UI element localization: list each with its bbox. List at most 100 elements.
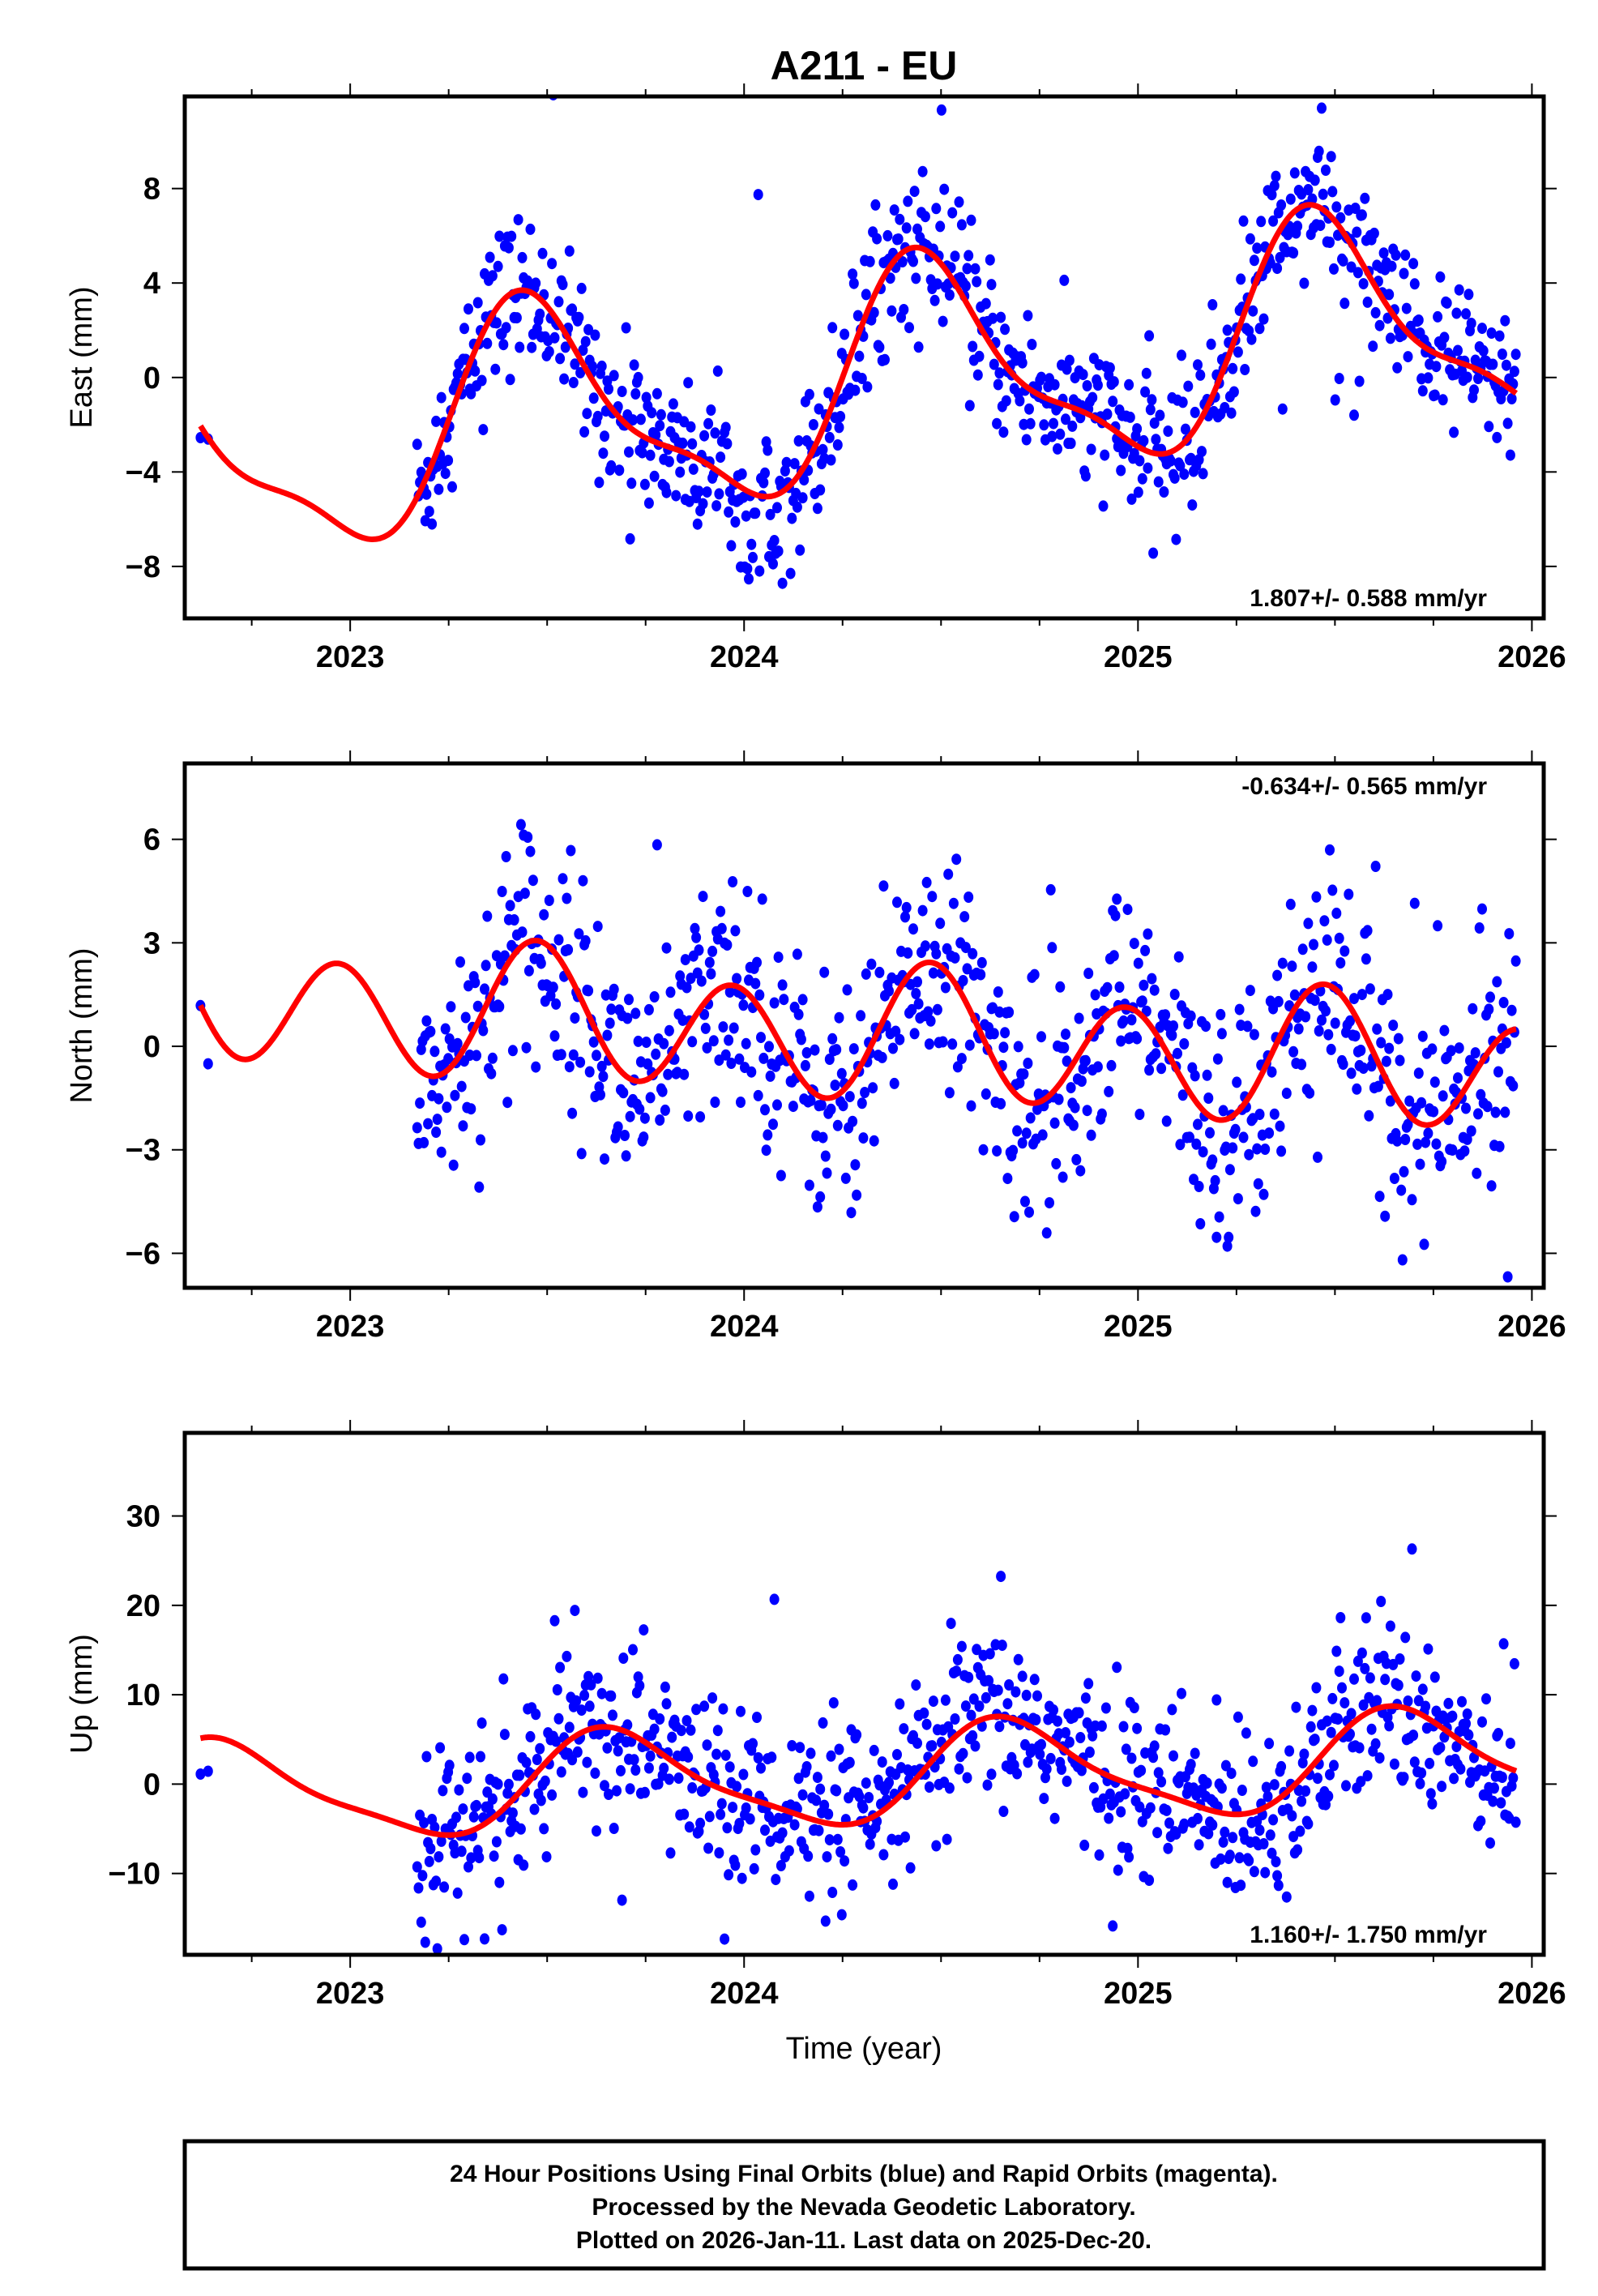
data-point bbox=[1263, 1790, 1273, 1802]
data-point bbox=[1315, 220, 1326, 232]
data-point bbox=[472, 1050, 481, 1062]
data-point bbox=[734, 1053, 745, 1065]
data-point bbox=[996, 1097, 1006, 1110]
data-point bbox=[1075, 1165, 1086, 1177]
y-tick-label: 8 bbox=[143, 173, 160, 207]
data-point bbox=[795, 544, 805, 556]
data-point bbox=[1307, 193, 1318, 205]
data-point bbox=[480, 983, 489, 995]
data-point bbox=[1362, 296, 1373, 308]
data-point bbox=[1216, 1028, 1227, 1040]
data-point bbox=[444, 1759, 455, 1772]
data-point bbox=[1245, 985, 1255, 997]
data-point bbox=[831, 1044, 842, 1056]
data-point bbox=[442, 1101, 452, 1114]
data-point bbox=[1276, 199, 1287, 211]
data-point bbox=[1408, 1729, 1419, 1742]
data-point bbox=[1045, 1752, 1056, 1764]
data-point bbox=[1334, 1665, 1344, 1678]
data-point bbox=[1100, 449, 1110, 461]
data-point bbox=[974, 350, 985, 362]
data-point bbox=[929, 294, 940, 306]
data-point bbox=[1126, 1014, 1137, 1026]
data-point bbox=[1288, 247, 1299, 259]
data-point bbox=[1207, 1154, 1218, 1166]
data-point bbox=[1224, 1849, 1235, 1862]
data-point bbox=[1407, 1194, 1417, 1206]
data-point bbox=[1234, 1003, 1245, 1015]
data-point bbox=[1179, 1038, 1190, 1050]
data-point bbox=[888, 1878, 898, 1890]
data-point bbox=[424, 1855, 434, 1867]
data-point bbox=[960, 942, 971, 954]
data-point bbox=[1222, 1876, 1233, 1888]
data-point bbox=[737, 1872, 747, 1884]
data-point bbox=[1080, 1054, 1091, 1067]
data-point bbox=[951, 853, 962, 866]
data-point bbox=[1299, 1748, 1310, 1760]
data-point bbox=[1015, 395, 1025, 407]
data-point bbox=[588, 392, 599, 404]
data-point bbox=[1372, 1023, 1382, 1035]
x-tick-label: 2025 bbox=[1104, 1977, 1173, 2011]
data-point bbox=[1397, 1254, 1408, 1266]
data-point bbox=[1198, 468, 1208, 480]
data-point bbox=[1358, 1062, 1369, 1074]
data-point bbox=[1317, 1014, 1327, 1026]
data-point bbox=[1122, 904, 1133, 916]
data-point bbox=[1357, 989, 1367, 1001]
y-tick-label: 30 bbox=[126, 1500, 160, 1534]
data-point bbox=[1493, 1728, 1503, 1739]
data-point bbox=[1110, 909, 1121, 921]
data-point bbox=[1473, 1108, 1483, 1120]
data-point bbox=[1438, 394, 1448, 406]
data-point bbox=[1357, 209, 1367, 221]
data-point bbox=[1400, 249, 1411, 261]
data-point bbox=[427, 518, 438, 530]
data-point bbox=[1337, 1682, 1347, 1694]
data-point bbox=[667, 1731, 677, 1743]
data-point bbox=[1080, 1692, 1091, 1704]
data-point bbox=[1357, 1647, 1367, 1659]
data-point bbox=[560, 341, 570, 353]
data-point bbox=[699, 430, 710, 442]
data-point bbox=[820, 1915, 831, 1927]
data-point bbox=[1222, 1240, 1233, 1252]
data-point bbox=[1039, 419, 1049, 431]
data-point bbox=[1380, 1674, 1391, 1686]
data-point bbox=[412, 438, 422, 451]
data-point bbox=[639, 1131, 649, 1144]
data-point bbox=[1171, 1828, 1181, 1840]
data-point bbox=[621, 322, 631, 334]
data-point bbox=[1087, 391, 1098, 404]
data-point bbox=[634, 1680, 645, 1691]
data-point bbox=[503, 1778, 514, 1790]
data-point bbox=[716, 905, 726, 917]
data-point bbox=[665, 1847, 676, 1859]
data-point bbox=[756, 1032, 766, 1044]
data-point bbox=[641, 1037, 652, 1048]
data-point bbox=[1431, 1138, 1442, 1150]
data-point bbox=[1389, 1758, 1399, 1770]
data-point bbox=[455, 956, 465, 968]
data-point bbox=[1349, 993, 1359, 1005]
data-point bbox=[571, 1695, 582, 1707]
data-point bbox=[1429, 389, 1440, 401]
data-point bbox=[1325, 1768, 1335, 1781]
data-point bbox=[724, 1761, 735, 1773]
data-point bbox=[1104, 362, 1115, 374]
data-point bbox=[703, 417, 714, 430]
data-point bbox=[575, 366, 586, 378]
data-point bbox=[801, 1761, 812, 1772]
data-point bbox=[655, 1114, 665, 1126]
data-point bbox=[1407, 1543, 1417, 1555]
data-point bbox=[1500, 1106, 1510, 1118]
data-point bbox=[412, 1122, 422, 1134]
data-point bbox=[888, 1042, 898, 1054]
data-point bbox=[989, 1028, 999, 1040]
data-point bbox=[874, 341, 885, 353]
data-point bbox=[1012, 1125, 1023, 1137]
data-point bbox=[531, 277, 541, 289]
data-point bbox=[840, 328, 850, 340]
data-point bbox=[1186, 1759, 1196, 1771]
